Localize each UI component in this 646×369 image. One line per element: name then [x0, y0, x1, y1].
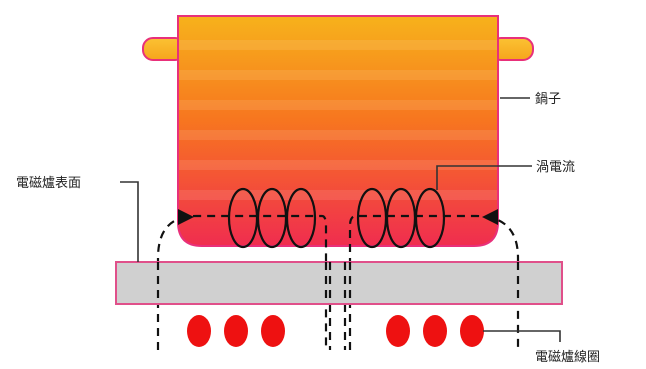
coil-dot: [460, 315, 484, 347]
coil-dot: [423, 315, 447, 347]
arrow-left-icon: [482, 209, 498, 225]
label-cooktop-surface: 電磁爐表面: [16, 176, 81, 191]
arrow-right-icon: [178, 209, 194, 225]
field-lines-through-surface: [156, 262, 520, 304]
eddy-ring: [285, 187, 317, 249]
field-loop-right: [348, 214, 520, 350]
leader-coil: [483, 330, 561, 342]
cooktop-surface: [115, 261, 563, 305]
coil-dot: [187, 315, 211, 347]
pot: [142, 15, 534, 247]
pot-body: [177, 15, 499, 247]
coil-dot: [386, 315, 410, 347]
induction-coils: [187, 315, 484, 347]
leader-lines: [120, 97, 561, 342]
coil-dot: [224, 315, 248, 347]
coil-dot: [261, 315, 285, 347]
pot-banding: [179, 40, 497, 200]
label-coil: 電磁爐線圈: [535, 349, 600, 365]
label-pot: 鍋子: [535, 91, 561, 107]
eddy-current-rings: [227, 187, 446, 249]
label-eddy-current: 渦電流: [536, 160, 575, 175]
leader-eddy-current: [436, 165, 532, 190]
eddy-ring: [414, 187, 446, 249]
leader-cooktop-surface: [120, 181, 139, 262]
field-loop-left: [156, 214, 328, 350]
